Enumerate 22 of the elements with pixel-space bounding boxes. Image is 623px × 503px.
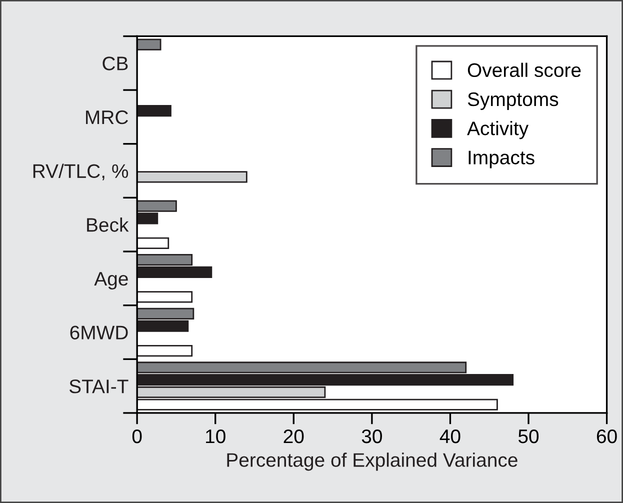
x-tick-label: 40 (440, 429, 460, 444)
legend-label: Symptoms (468, 92, 558, 110)
y-tick-label: CB (102, 56, 128, 70)
x-axis-title: Percentage of Explained Variance (227, 452, 518, 471)
bar (137, 38, 162, 50)
y-tick-label: RV/TLC, % (33, 164, 128, 180)
x-tick-label: 60 (596, 429, 617, 444)
y-tick-label: 6MWD (70, 326, 128, 340)
bar (137, 171, 248, 183)
y-tick-label: MRC (86, 110, 128, 124)
x-tick-label: 50 (518, 429, 539, 444)
y-tick-label: Age (94, 272, 128, 290)
y-tick-label: STAI-T (69, 380, 128, 394)
legend-label: Activity (467, 121, 529, 140)
bar (137, 104, 172, 117)
y-tick-label: Beck (87, 218, 129, 232)
legend-label: Impacts (468, 150, 534, 168)
x-tick-label: 0 (132, 429, 142, 444)
x-tick-label: 30 (362, 429, 382, 444)
x-tick-label: 20 (284, 429, 304, 444)
x-tick-label: 10 (206, 429, 226, 444)
legend-label: Overall score (468, 62, 581, 78)
